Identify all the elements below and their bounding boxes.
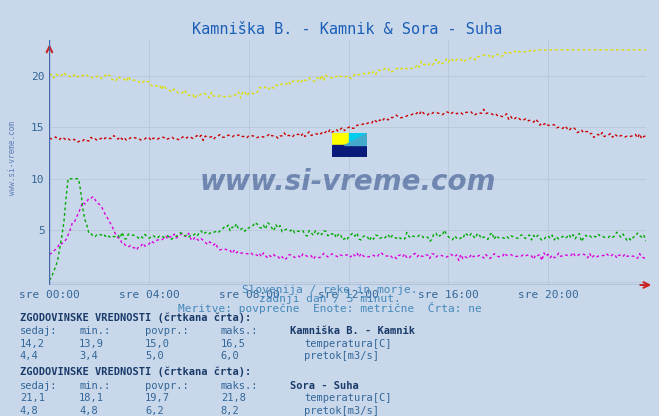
Bar [331,145,367,157]
Text: 21,1: 21,1 [20,393,45,403]
Text: pretok[m3/s]: pretok[m3/s] [304,352,380,362]
Text: 3,4: 3,4 [79,352,98,362]
Text: sedaj:: sedaj: [20,381,57,391]
Text: Meritve: povprečne  Enote: metrične  Črta: ne: Meritve: povprečne Enote: metrične Črta:… [178,302,481,314]
Text: 21,8: 21,8 [221,393,246,403]
Bar [349,133,367,145]
Text: 18,1: 18,1 [79,393,104,403]
Text: povpr.:: povpr.: [145,381,188,391]
Title: Kamniška B. - Kamnik & Sora - Suha: Kamniška B. - Kamnik & Sora - Suha [192,22,503,37]
Text: 6,2: 6,2 [145,406,163,416]
Text: Kamniška B. - Kamnik: Kamniška B. - Kamnik [290,327,415,337]
Text: pretok[m3/s]: pretok[m3/s] [304,406,380,416]
Text: zadnji dan / 5 minut.: zadnji dan / 5 minut. [258,295,401,305]
Text: 14,2: 14,2 [20,339,45,349]
Text: www.si-vreme.com: www.si-vreme.com [200,168,496,196]
Text: 13,9: 13,9 [79,339,104,349]
Text: 6,0: 6,0 [221,352,239,362]
Text: min.:: min.: [79,381,110,391]
Text: Slovenija / reke in morje.: Slovenija / reke in morje. [242,285,417,295]
Polygon shape [344,133,367,145]
Text: 15,0: 15,0 [145,339,170,349]
Text: 8,2: 8,2 [221,406,239,416]
Text: temperatura[C]: temperatura[C] [304,339,392,349]
Text: maks.:: maks.: [221,327,258,337]
Text: 4,4: 4,4 [20,352,38,362]
Text: maks.:: maks.: [221,381,258,391]
Text: 5,0: 5,0 [145,352,163,362]
Text: 16,5: 16,5 [221,339,246,349]
Text: 4,8: 4,8 [79,406,98,416]
Text: Sora - Suha: Sora - Suha [290,381,358,391]
Text: ZGODOVINSKE VREDNOSTI (črtkana črta):: ZGODOVINSKE VREDNOSTI (črtkana črta): [20,367,251,377]
Text: sedaj:: sedaj: [20,327,57,337]
Bar [331,133,349,145]
Text: www.si-vreme.com: www.si-vreme.com [8,121,17,195]
Text: 4,8: 4,8 [20,406,38,416]
Text: ZGODOVINSKE VREDNOSTI (črtkana črta):: ZGODOVINSKE VREDNOSTI (črtkana črta): [20,313,251,323]
Text: min.:: min.: [79,327,110,337]
Text: temperatura[C]: temperatura[C] [304,393,392,403]
Text: 19,7: 19,7 [145,393,170,403]
Text: povpr.:: povpr.: [145,327,188,337]
